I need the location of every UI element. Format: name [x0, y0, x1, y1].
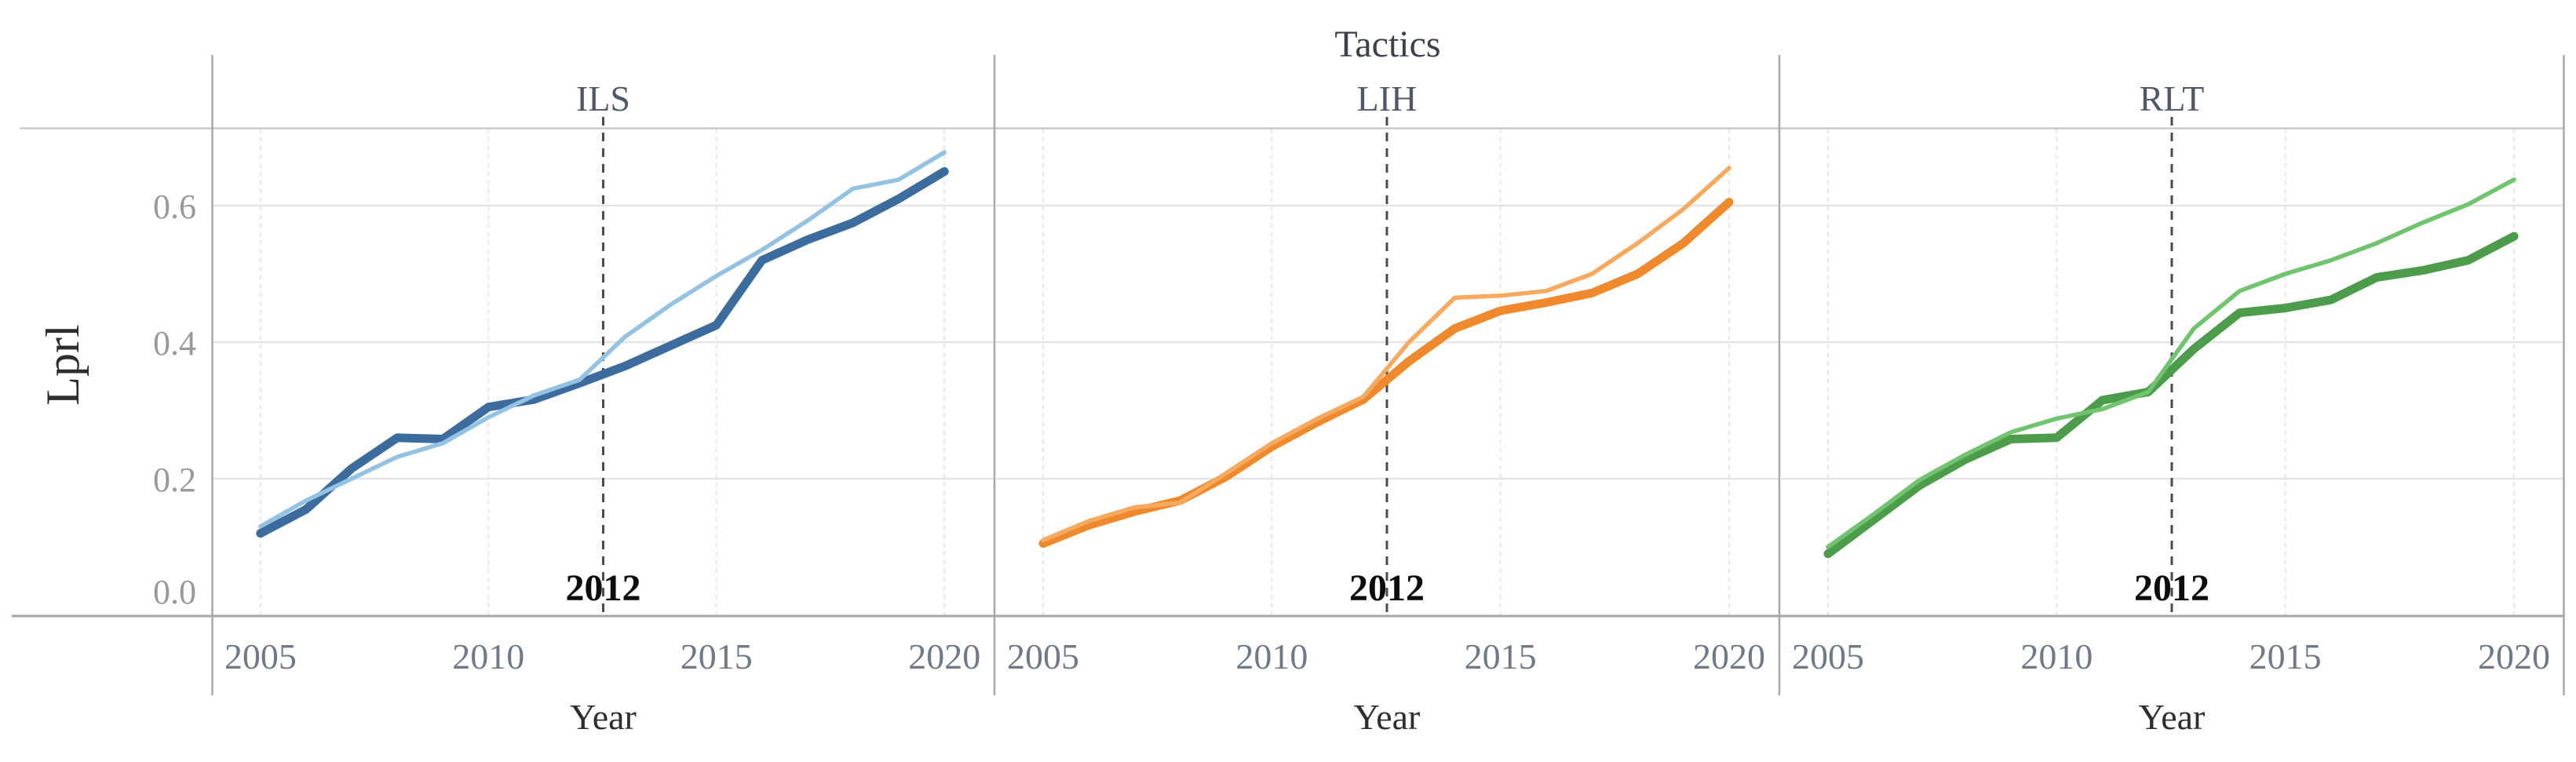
facet-label-ILS: ILS: [576, 78, 630, 118]
series-LIH-thin-light: [1041, 166, 1731, 543]
facet-panel-RLT: [1781, 117, 2563, 615]
x-tick-label-RLT-2010: 2010: [2020, 636, 2093, 676]
facet-label-LIH: LIH: [1357, 78, 1418, 118]
x-tick-label-LIH-2005: 2005: [1007, 636, 1079, 676]
x-tick-label-ILS-2015: 2015: [680, 636, 753, 676]
x-tick-label-LIH-2020: 2020: [1693, 636, 1765, 676]
x-tick-label-ILS-2010: 2010: [452, 636, 524, 676]
vline-label-LIH: 2012: [1349, 567, 1425, 609]
y-tick-label-0.4: 0.4: [153, 324, 196, 363]
series-ILS-thin-light: [258, 150, 947, 529]
vline-label-ILS: 2012: [566, 567, 641, 609]
facet-panel-ILS: [213, 117, 993, 615]
x-tick-label-ILS-2020: 2020: [908, 636, 980, 676]
facet-panel-LIH: [996, 117, 1778, 615]
x-tick-label-ILS-2005: 2005: [224, 636, 297, 676]
y-tick-label-0.0: 0.0: [153, 573, 196, 611]
series-RLT-thick-dark: [1823, 232, 2519, 559]
x-tick-label-RLT-2005: 2005: [1792, 636, 1864, 676]
series-RLT-thin-light: [1826, 177, 2516, 549]
y-tick-label-0.2: 0.2: [153, 461, 196, 499]
x-tick-label-RLT-2020: 2020: [2478, 636, 2550, 676]
vline-label-RLT: 2012: [2134, 567, 2209, 609]
series-ILS-thick-dark: [256, 167, 949, 538]
x-tick-label-LIH-2010: 2010: [1235, 636, 1308, 676]
x-axis-title-LIH: Year: [1354, 697, 1421, 737]
x-axis-title-ILS: Year: [570, 697, 637, 737]
x-axis-title-RLT: Year: [2139, 697, 2206, 737]
x-tick-label-RLT-2015: 2015: [2249, 636, 2322, 676]
x-tick-label-LIH-2015: 2015: [1465, 636, 1537, 676]
y-axis-title: Lprl: [37, 324, 89, 405]
facet-label-RLT: RLT: [2140, 78, 2205, 118]
chart-title: Tactics: [1334, 24, 1440, 65]
y-tick-label-0.6: 0.6: [153, 188, 196, 226]
